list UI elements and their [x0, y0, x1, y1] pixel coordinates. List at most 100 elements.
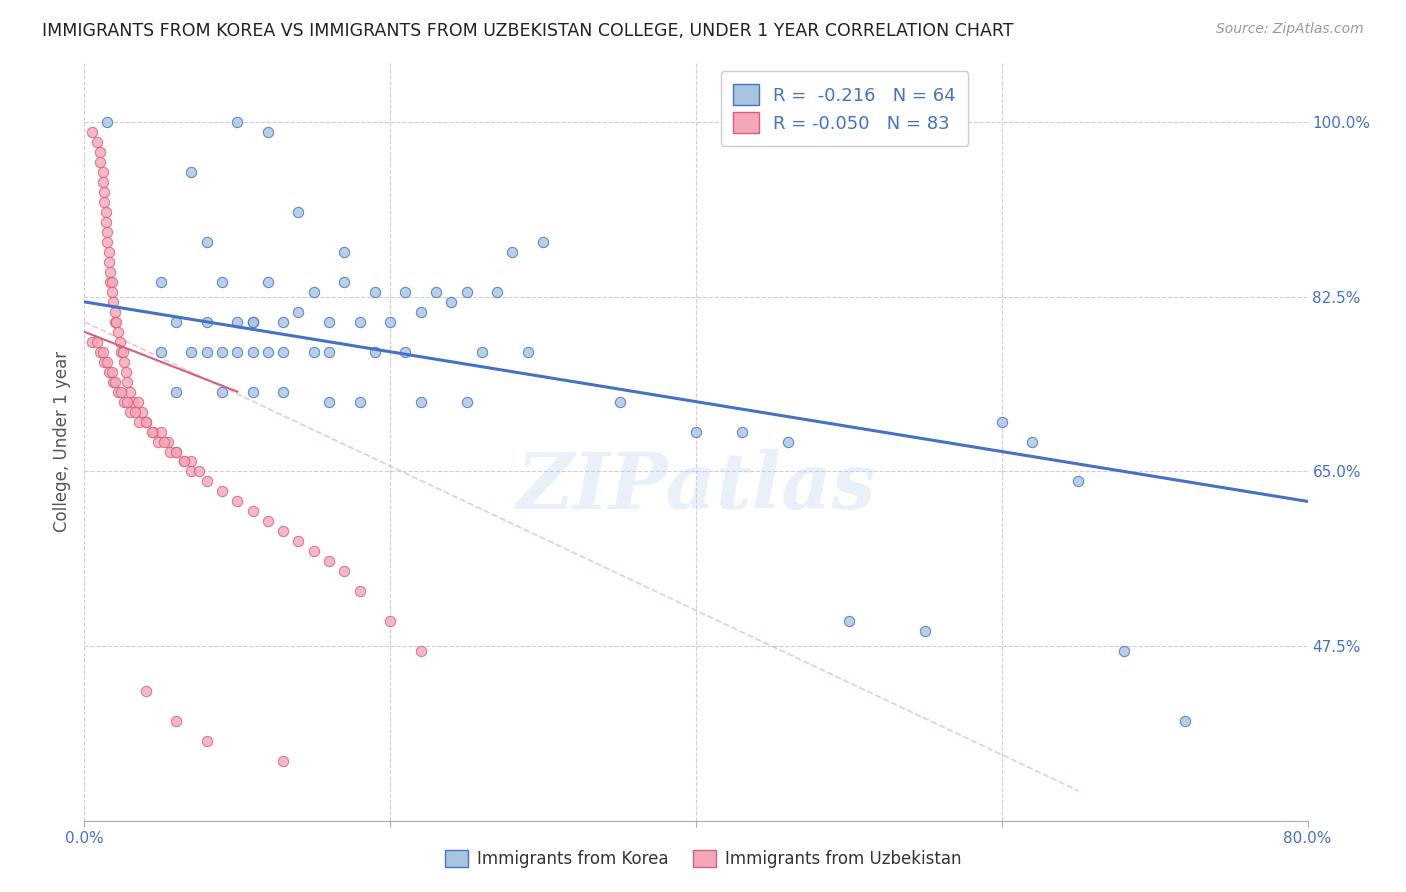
Point — [914, 624, 936, 639]
Text: IMMIGRANTS FROM KOREA VS IMMIGRANTS FROM UZBEKISTAN COLLEGE, UNDER 1 YEAR CORREL: IMMIGRANTS FROM KOREA VS IMMIGRANTS FROM… — [42, 22, 1014, 40]
Point — [333, 275, 356, 289]
Point — [685, 425, 707, 439]
Point — [110, 384, 132, 399]
Point — [991, 415, 1014, 429]
Point — [271, 384, 294, 399]
Point — [97, 365, 120, 379]
Point — [349, 315, 371, 329]
Point — [120, 404, 142, 418]
Point — [101, 365, 124, 379]
Point — [242, 315, 264, 329]
Point — [257, 275, 280, 289]
Point — [127, 394, 149, 409]
Point — [89, 344, 111, 359]
Point — [211, 384, 233, 399]
Point — [776, 434, 799, 449]
Point — [103, 375, 125, 389]
Point — [104, 375, 127, 389]
Point — [115, 394, 138, 409]
Point — [120, 384, 142, 399]
Point — [409, 644, 432, 658]
Point — [128, 415, 150, 429]
Point — [135, 415, 157, 429]
Point — [364, 285, 387, 299]
Point — [349, 394, 371, 409]
Point — [94, 215, 117, 229]
Point — [173, 454, 195, 468]
Point — [96, 235, 118, 249]
Point — [486, 285, 509, 299]
Point — [101, 275, 124, 289]
Point — [94, 205, 117, 219]
Point — [226, 115, 249, 129]
Point — [142, 425, 165, 439]
Point — [271, 524, 294, 539]
Point — [380, 614, 402, 628]
Point — [165, 714, 187, 728]
Point — [135, 415, 157, 429]
Point — [146, 434, 169, 449]
Point — [173, 454, 195, 468]
Point — [211, 484, 233, 499]
Point — [333, 564, 356, 578]
Point — [93, 355, 115, 369]
Point — [1114, 644, 1136, 658]
Point — [440, 294, 463, 309]
Point — [165, 444, 187, 458]
Point — [257, 125, 280, 139]
Point — [271, 754, 294, 768]
Point — [302, 344, 325, 359]
Point — [165, 444, 187, 458]
Point — [112, 394, 135, 409]
Point — [98, 265, 121, 279]
Point — [104, 315, 127, 329]
Point — [131, 404, 153, 418]
Point — [89, 155, 111, 169]
Point — [135, 684, 157, 698]
Point — [96, 225, 118, 239]
Point — [409, 394, 432, 409]
Point — [96, 115, 118, 129]
Legend: Immigrants from Korea, Immigrants from Uzbekistan: Immigrants from Korea, Immigrants from U… — [439, 843, 967, 875]
Point — [271, 344, 294, 359]
Point — [211, 275, 233, 289]
Point — [195, 344, 218, 359]
Point — [153, 434, 176, 449]
Point — [302, 285, 325, 299]
Point — [122, 394, 145, 409]
Point — [96, 355, 118, 369]
Point — [104, 305, 127, 319]
Point — [531, 235, 554, 249]
Point — [93, 185, 115, 199]
Point — [180, 165, 202, 179]
Point — [97, 255, 120, 269]
Point — [287, 534, 309, 549]
Point — [149, 344, 172, 359]
Point — [97, 244, 120, 259]
Point — [165, 384, 187, 399]
Point — [287, 205, 309, 219]
Point — [731, 425, 754, 439]
Point — [226, 494, 249, 508]
Point — [80, 334, 103, 349]
Point — [318, 344, 340, 359]
Point — [149, 275, 172, 289]
Point — [333, 244, 356, 259]
Point — [456, 285, 478, 299]
Point — [409, 305, 432, 319]
Point — [195, 235, 218, 249]
Point — [226, 315, 249, 329]
Text: ZIPatlas: ZIPatlas — [516, 449, 876, 525]
Point — [318, 394, 340, 409]
Point — [1021, 434, 1043, 449]
Point — [271, 315, 294, 329]
Point — [257, 514, 280, 528]
Point — [456, 394, 478, 409]
Point — [107, 325, 129, 339]
Point — [111, 344, 134, 359]
Point — [425, 285, 447, 299]
Point — [108, 334, 131, 349]
Point — [112, 355, 135, 369]
Point — [471, 344, 494, 359]
Point — [349, 584, 371, 599]
